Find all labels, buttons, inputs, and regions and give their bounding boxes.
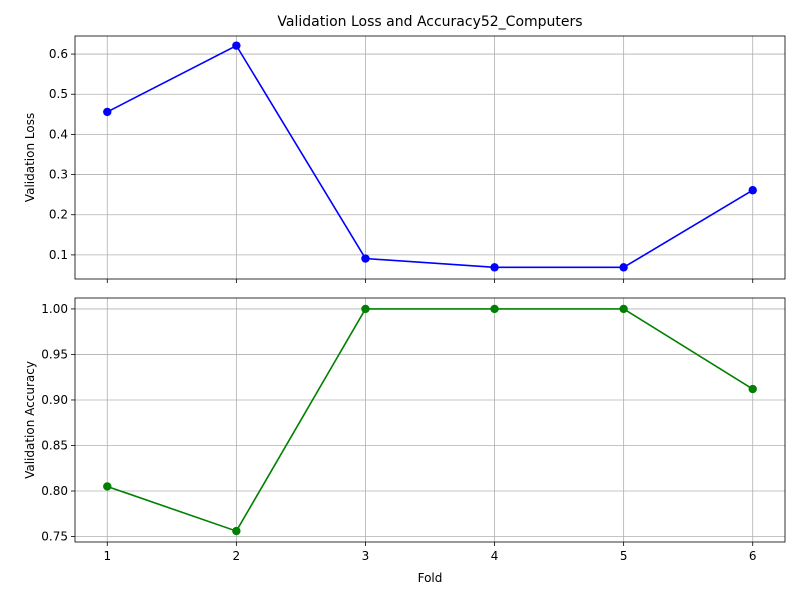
x-tick-label: 2 — [233, 549, 241, 563]
x-tick-label: 4 — [491, 549, 499, 563]
loss-line — [106, 44, 754, 269]
y-tick-label: 0.75 — [41, 530, 68, 544]
x-tick-label: 3 — [362, 549, 370, 563]
y-tick-label: 0.6 — [49, 47, 68, 61]
y-tick-label: 0.1 — [49, 248, 68, 262]
loss-point — [361, 254, 370, 263]
accuracy-point — [103, 482, 112, 491]
y-tick-label: 0.80 — [41, 484, 68, 498]
y-tick-label: 0.95 — [41, 347, 68, 361]
plot-frame — [74, 297, 786, 543]
accuracy-point — [232, 526, 241, 536]
loss-y-axis-label: Validation Loss — [23, 113, 37, 202]
accuracy-line — [107, 308, 754, 533]
loss-point — [103, 107, 112, 117]
loss-subplot: 0.1 0.2 0.3 0.4 0.5 0.6 Validation Loss — [23, 35, 786, 283]
y-tick-label: 0.2 — [49, 208, 68, 222]
y-tick-label: 0.85 — [41, 438, 68, 452]
x-tick-label: 6 — [749, 549, 757, 563]
chart-title: Validation Loss and Accuracy52_Computers — [277, 14, 582, 30]
accuracy-point — [490, 304, 499, 314]
accuracy-point — [748, 384, 757, 394]
accuracy-point — [361, 304, 370, 314]
accuracy-subplot: 0.75 0.80 0.85 0.90 0.95 1.00 1 2 3 4 5 6 Validation… — [23, 297, 786, 563]
x-tick-label: 5 — [620, 549, 628, 563]
accuracy-y-axis-label: Validation Accuracy — [23, 361, 37, 479]
loss-point — [490, 263, 499, 272]
x-tick-label: 1 — [103, 549, 111, 563]
y-tick-label: 0.5 — [49, 87, 68, 101]
y-tick-label: 0.3 — [49, 168, 68, 182]
plot-frame — [74, 35, 786, 280]
loss-point — [232, 41, 241, 50]
loss-point — [748, 186, 757, 195]
y-tick-label: 1.00 — [41, 302, 68, 316]
accuracy-point — [619, 304, 628, 314]
loss-point — [619, 263, 628, 272]
y-tick-label: 0.4 — [49, 127, 68, 141]
x-axis-label: Fold — [418, 571, 443, 585]
y-tick-label: 0.90 — [41, 393, 68, 407]
